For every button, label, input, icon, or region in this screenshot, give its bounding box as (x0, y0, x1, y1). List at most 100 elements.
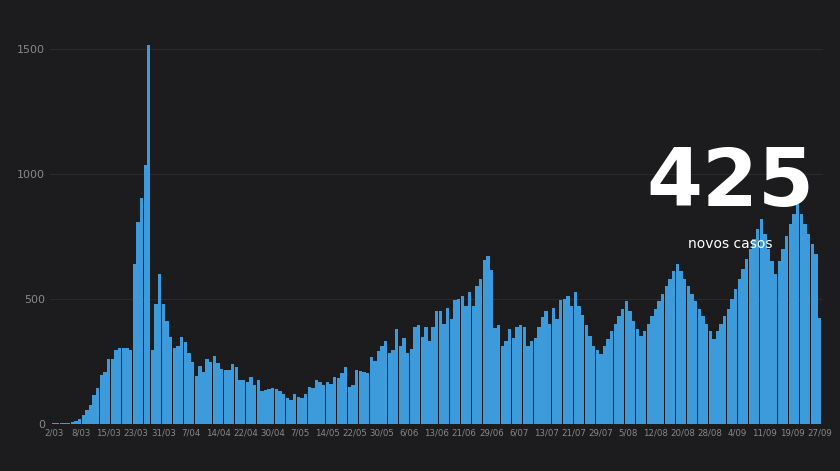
Bar (239, 380, 242, 424)
Bar (792, 214, 795, 424)
Bar (428, 341, 431, 424)
Bar (658, 301, 661, 424)
Bar (103, 372, 107, 424)
Bar (465, 306, 468, 424)
Bar (169, 337, 172, 424)
Bar (803, 224, 806, 424)
Bar (355, 370, 359, 424)
Bar (322, 385, 325, 424)
Bar (359, 371, 362, 424)
Bar (770, 261, 774, 424)
Bar (315, 380, 318, 424)
Bar (340, 373, 344, 424)
Bar (628, 311, 632, 424)
Bar (686, 286, 690, 424)
Bar (329, 384, 333, 424)
Bar (282, 394, 286, 424)
Bar (220, 369, 223, 424)
Bar (180, 337, 183, 424)
Bar (753, 239, 756, 424)
Bar (650, 317, 654, 424)
Bar (745, 259, 748, 424)
Bar (493, 327, 496, 424)
Bar (151, 350, 155, 424)
Bar (614, 324, 617, 424)
Bar (217, 363, 220, 424)
Bar (63, 423, 66, 424)
Bar (337, 378, 340, 424)
Bar (669, 279, 672, 424)
Bar (139, 198, 143, 424)
Bar (71, 422, 74, 424)
Bar (490, 270, 493, 424)
Bar (286, 398, 289, 424)
Bar (574, 292, 577, 424)
Bar (606, 339, 610, 424)
Bar (253, 385, 256, 424)
Bar (544, 311, 548, 424)
Bar (351, 385, 354, 424)
Bar (275, 390, 278, 424)
Bar (541, 317, 544, 424)
Bar (796, 203, 800, 424)
Bar (742, 269, 745, 424)
Bar (370, 357, 373, 424)
Bar (438, 310, 442, 424)
Bar (202, 373, 205, 424)
Bar (647, 324, 650, 424)
Bar (92, 395, 96, 424)
Bar (96, 388, 99, 424)
Bar (165, 321, 169, 424)
Bar (454, 300, 457, 424)
Bar (705, 324, 708, 424)
Bar (449, 319, 453, 424)
Bar (114, 350, 118, 424)
Bar (468, 292, 471, 424)
Bar (708, 331, 711, 424)
Bar (577, 306, 580, 424)
Bar (800, 214, 803, 424)
Bar (471, 306, 475, 424)
Bar (395, 329, 398, 424)
Bar (632, 321, 635, 424)
Bar (457, 299, 460, 424)
Bar (417, 325, 420, 424)
Bar (122, 349, 125, 424)
Bar (694, 301, 697, 424)
Bar (599, 354, 602, 424)
Bar (789, 224, 792, 424)
Bar (636, 329, 639, 424)
Bar (78, 419, 81, 424)
Bar (421, 337, 424, 424)
Bar (559, 300, 563, 424)
Bar (366, 373, 370, 424)
Bar (592, 346, 596, 424)
Bar (683, 279, 686, 424)
Bar (107, 359, 110, 424)
Text: novos casos: novos casos (688, 237, 773, 251)
Bar (664, 286, 668, 424)
Bar (563, 299, 566, 424)
Bar (680, 271, 683, 424)
Bar (133, 264, 136, 424)
Bar (526, 346, 529, 424)
Bar (362, 372, 365, 424)
Bar (654, 309, 657, 424)
Bar (811, 244, 814, 424)
Bar (245, 382, 249, 424)
Bar (596, 350, 599, 424)
Bar (497, 325, 501, 424)
Bar (326, 382, 329, 424)
Bar (278, 391, 281, 424)
Bar (52, 423, 55, 424)
Bar (734, 289, 738, 424)
Bar (435, 311, 438, 424)
Bar (549, 325, 552, 424)
Bar (304, 394, 307, 424)
Bar (81, 415, 85, 424)
Bar (147, 45, 150, 424)
Bar (162, 304, 165, 424)
Bar (173, 349, 176, 424)
Bar (198, 365, 202, 424)
Bar (697, 309, 701, 424)
